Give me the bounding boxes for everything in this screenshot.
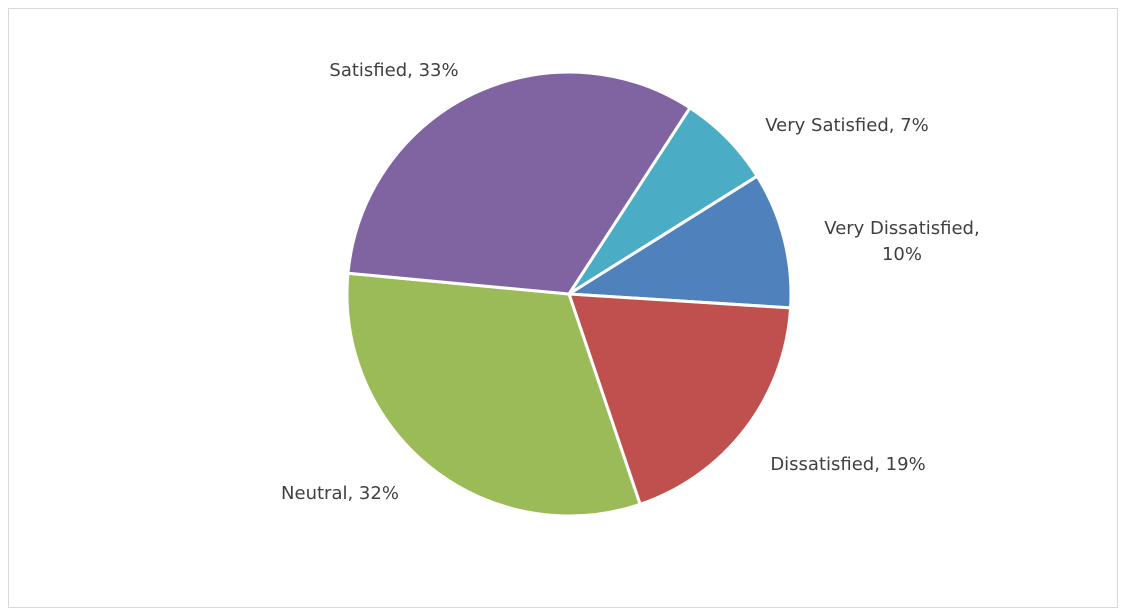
data-label-line: Very Satisfied, 7% xyxy=(765,115,929,136)
data-label-very-dissatisfied: Very Dissatisfied, 10% xyxy=(824,218,979,265)
data-label-satisfied: Satisfied, 33% xyxy=(329,60,458,81)
data-label-dissatisfied: Dissatisfied, 19% xyxy=(770,454,925,475)
data-label-neutral: Neutral, 32% xyxy=(281,483,399,504)
slice-very-dissatisfied xyxy=(567,174,793,310)
slice-dissatisfied xyxy=(567,292,793,506)
data-label-line: Satisfied, 33% xyxy=(329,60,458,81)
slice-satisfied xyxy=(346,70,692,296)
pie-slices xyxy=(345,70,793,518)
slice-neutral xyxy=(345,271,642,518)
data-label-line: Neutral, 32% xyxy=(281,483,399,504)
pie-chart: Very Satisfied, 7% Very Dissatisfied, 10% D… xyxy=(281,60,980,518)
pie-data-labels: Very Satisfied, 7% Very Dissatisfied, 10% D… xyxy=(281,60,980,504)
data-label-line: 10% xyxy=(882,244,922,265)
data-label-line: Very Dissatisfied, xyxy=(824,218,979,239)
data-label-very-satisfied: Very Satisfied, 7% xyxy=(765,115,929,136)
data-label-line: Dissatisfied, 19% xyxy=(770,454,925,475)
